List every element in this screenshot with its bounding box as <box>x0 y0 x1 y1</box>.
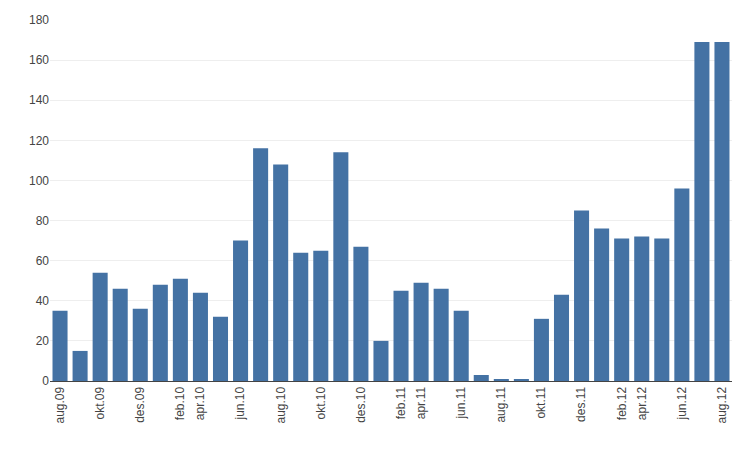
svg-text:okt.09: okt.09 <box>93 386 107 419</box>
svg-text:jun.12: jun.12 <box>675 386 689 420</box>
svg-text:des.10: des.10 <box>354 386 368 422</box>
svg-text:jun.11: jun.11 <box>454 386 468 419</box>
svg-text:0: 0 <box>42 374 49 388</box>
svg-text:des.11: des.11 <box>574 386 588 421</box>
svg-text:aug.09: aug.09 <box>53 386 67 423</box>
svg-text:apr.12: apr.12 <box>635 386 649 420</box>
svg-text:140: 140 <box>29 93 49 107</box>
svg-text:60: 60 <box>36 254 50 268</box>
svg-text:aug.12: aug.12 <box>715 386 729 423</box>
svg-text:40: 40 <box>36 294 50 308</box>
svg-text:feb.12: feb.12 <box>615 386 629 420</box>
svg-text:20: 20 <box>36 334 50 348</box>
svg-text:180: 180 <box>29 13 49 27</box>
svg-text:apr.11: apr.11 <box>414 386 428 419</box>
svg-text:des.09: des.09 <box>133 386 147 422</box>
svg-text:100: 100 <box>29 174 49 188</box>
svg-text:okt.10: okt.10 <box>314 386 328 419</box>
svg-text:aug.10: aug.10 <box>274 386 288 423</box>
svg-text:okt.11: okt.11 <box>534 386 548 418</box>
svg-text:feb.11: feb.11 <box>394 386 408 419</box>
svg-text:feb.10: feb.10 <box>173 386 187 420</box>
svg-text:apr.10: apr.10 <box>193 386 207 420</box>
svg-text:jun.10: jun.10 <box>233 386 247 420</box>
svg-text:120: 120 <box>29 134 49 148</box>
svg-text:aug.11: aug.11 <box>494 386 508 422</box>
svg-text:80: 80 <box>36 214 50 228</box>
svg-text:160: 160 <box>29 53 49 67</box>
